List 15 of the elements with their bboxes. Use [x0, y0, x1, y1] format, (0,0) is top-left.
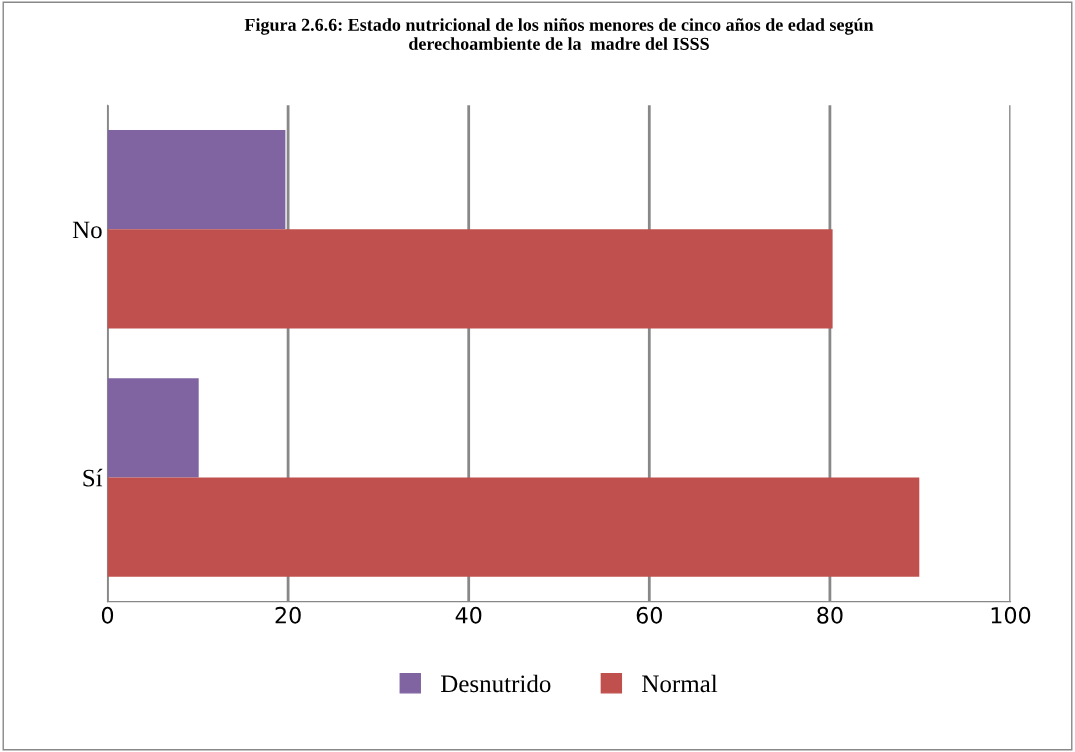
x-tick-label: 20 [275, 606, 301, 624]
bar [107, 477, 920, 577]
x-tick-label: 0 [101, 606, 114, 624]
legend-label: Normal [642, 674, 718, 693]
x-tick-label: 60 [636, 606, 662, 624]
bar [107, 378, 199, 478]
bar [107, 130, 286, 230]
y-tick-label: Sí [83, 468, 103, 487]
x-tick-label: 40 [455, 606, 482, 624]
x-tick-label: 80 [817, 606, 843, 624]
bar [107, 229, 833, 329]
x-tick-label: 100 [991, 606, 1031, 624]
y-tick-label: No [72, 221, 102, 239]
legend-label: Desnutrido [440, 674, 551, 693]
chart-title: Figura 2.6.6: Estado nutricional de los niños menores de cinco años de edad según derechoambiente de la madre del ISSS [244, 18, 874, 50]
